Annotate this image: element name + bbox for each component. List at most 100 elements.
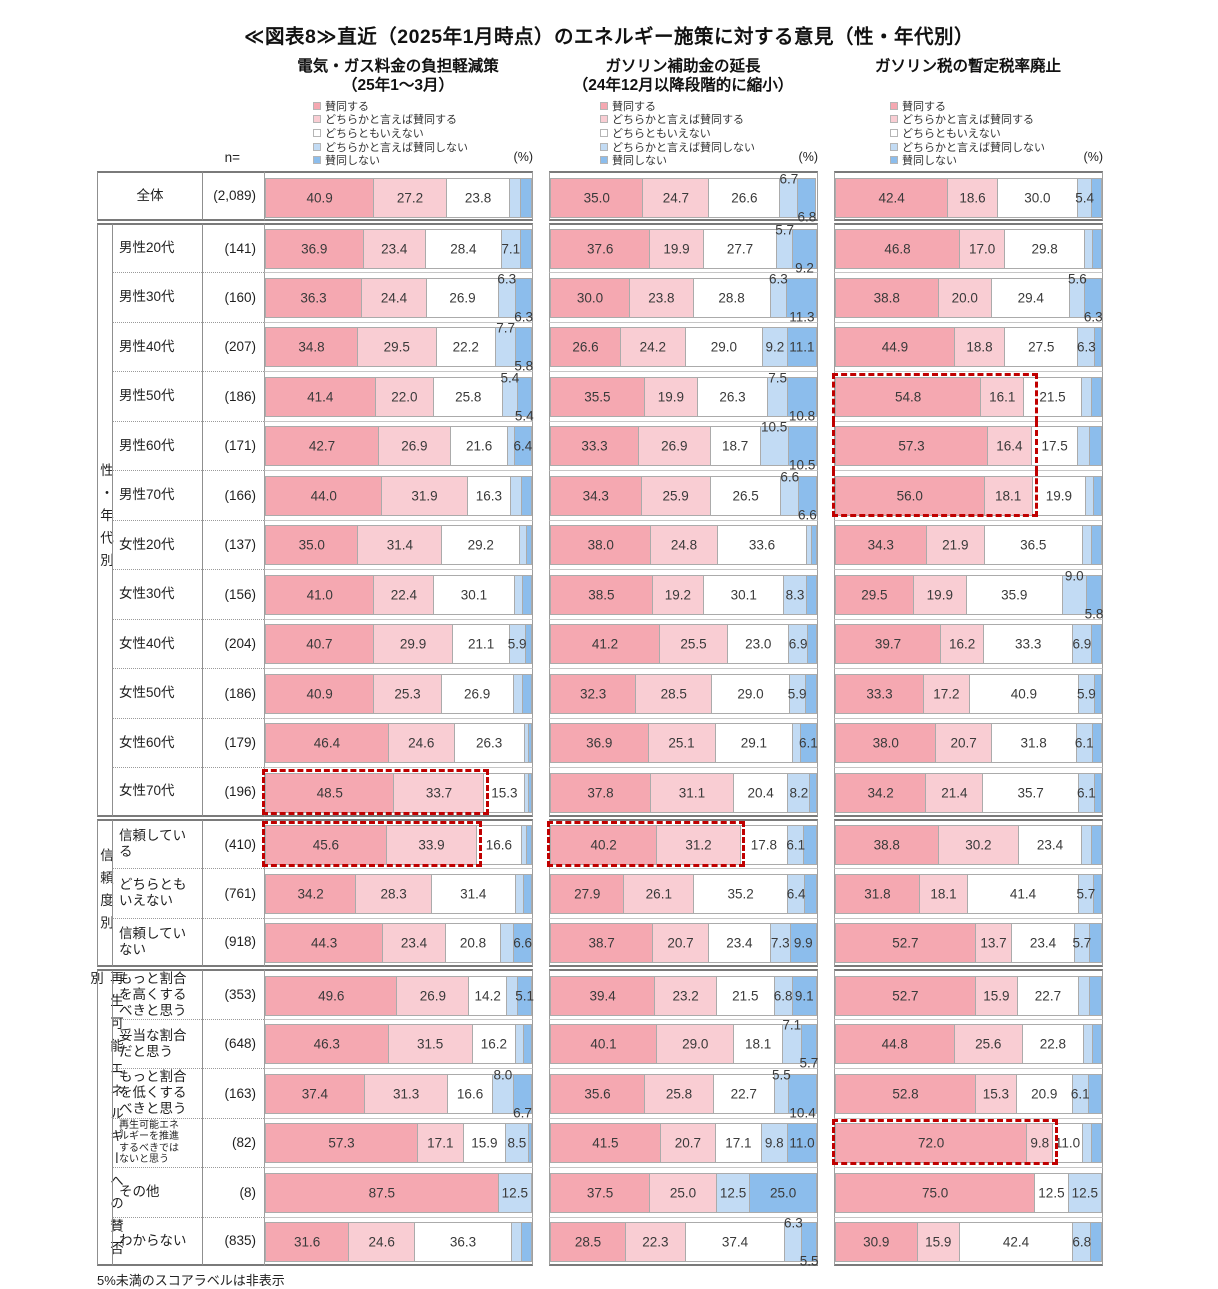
segment-value-label: 9.8 [1030, 1135, 1050, 1151]
segment-somewhat-agree: 29.0 [657, 1024, 735, 1064]
segment-value-label: 26.3 [476, 735, 503, 751]
bar-chart-cell-2: 34.3 25.9 26.5 6.6 6.6 [549, 469, 818, 522]
legend-item: どちらともいえない [890, 126, 1045, 140]
segment-agree: 57.3 [835, 426, 988, 466]
bar-chart-cell-1: 40.9 27.2 23.8 [264, 171, 533, 221]
segment-agree: 38.0 [835, 723, 937, 763]
segment-somewhat-disagree-legend-marker [890, 142, 898, 151]
segment-value-label: 56.0 [896, 488, 923, 503]
stacked-bar: 44.3 23.4 20.8 6.6 [265, 923, 532, 963]
segment-agree: 52.7 [835, 975, 976, 1016]
legend-item-label: どちらかと言えば賛同する [325, 114, 457, 127]
segment-neutral: 35.2 [694, 873, 789, 914]
segment-agree: 30.9 [835, 1222, 918, 1262]
segment-somewhat-disagree [507, 975, 519, 1016]
segment-disagree: 10.4 [789, 1073, 817, 1120]
bar-chart-cell-2: 28.5 22.3 37.4 6.3 5.5 [549, 1216, 819, 1269]
bar-chart-cell-3: 56.0 18.1 19.9 [832, 470, 1103, 520]
column-gap [533, 569, 549, 619]
segment-value-label: 6.1 [1074, 735, 1094, 751]
segment-value-label: 44.0 [310, 488, 337, 503]
segment-value-label: 75.0 [921, 1185, 949, 1200]
row-label: 妥当な割合だと思う [112, 1018, 202, 1068]
segment-somewhat-disagree: 6.8 [1072, 1222, 1092, 1262]
segment-value-label: 15.9 [983, 988, 1010, 1003]
segment-value-label: 26.6 [572, 339, 599, 355]
segment-somewhat-agree: 24.8 [651, 525, 718, 565]
row-n-value: (835) [202, 1216, 264, 1266]
segment-somewhat-agree: 23.8 [630, 277, 694, 318]
legend-item-label: 賛同しない [612, 155, 667, 168]
segment-agree: 31.6 [265, 1222, 350, 1262]
column-gap [818, 470, 834, 520]
segment-neutral: 23.4 [1012, 923, 1075, 963]
column-gap [533, 1118, 549, 1168]
segment-value-label: 39.4 [589, 988, 616, 1003]
stacked-bar: 41.4 22.0 25.8 5.4 5.4 [265, 370, 534, 423]
segment-disagree [526, 825, 532, 865]
segment-agree: 35.5 [550, 376, 645, 417]
segment-value-label: 12.5 [1038, 1185, 1065, 1200]
segment-value-label: 9.2 [795, 260, 814, 276]
segment-value-label: 37.8 [587, 785, 614, 800]
segment-value-label: 23.4 [726, 935, 753, 951]
segment-neutral: 23.0 [728, 624, 790, 664]
segment-agree: 48.5 [265, 772, 395, 813]
segment-value-label: 24.7 [662, 190, 690, 205]
segment-agree: 36.3 [265, 277, 362, 318]
segment-value-label: 31.6 [294, 1234, 321, 1250]
row-label: 女性70代 [112, 767, 202, 817]
stacked-bar: 56.0 18.1 19.9 [835, 475, 1102, 516]
segment-somewhat-disagree [525, 772, 529, 813]
segment-agree: 56.0 [835, 475, 985, 516]
stacked-bar: 41.0 22.4 30.1 [265, 574, 532, 615]
segment-value-label: 22.3 [642, 1234, 669, 1250]
bar-chart-cell-1: 42.7 26.9 21.6 6.4 [264, 420, 533, 470]
segment-value-label: 35.9 [1001, 587, 1028, 602]
segment-value-label: 6.1 [786, 837, 806, 853]
segment-value-label: 38.0 [587, 537, 614, 553]
segment-agree: 37.8 [550, 772, 651, 813]
segment-value-label: 25.0 [769, 1185, 797, 1200]
segment-value-label: 38.5 [588, 587, 615, 602]
segment-neutral: 23.4 [708, 923, 772, 963]
segment-neutral: 18.7 [710, 426, 761, 466]
row-n-value: (8) [202, 1167, 264, 1217]
segment-value-label: 34.2 [867, 785, 894, 800]
segment-neutral: 28.4 [425, 229, 502, 269]
segment-somewhat-agree: 25.0 [650, 1172, 717, 1213]
segment-somewhat-agree: 9.8 [1027, 1123, 1054, 1163]
segment-agree-legend-marker [890, 101, 898, 110]
segment-value-label: 28.8 [718, 290, 745, 305]
row-label: 男性30代 [112, 272, 202, 322]
segment-value-label: 20.7 [667, 935, 694, 951]
segment-agree: 27.9 [550, 873, 625, 914]
segment-value-label: 31.8 [864, 886, 891, 901]
segment-value-label: 7.1 [501, 241, 521, 257]
bar-chart-cell-2: 35.0 24.7 26.6 6.7 6.8 [549, 171, 818, 224]
segment-value-label: 29.9 [399, 636, 427, 652]
segment-neutral: 16.3 [467, 475, 512, 516]
segment-value-label: 35.5 [584, 389, 611, 404]
stacked-bar: 34.2 28.3 31.4 [265, 873, 532, 914]
legend-item: 賛同する [313, 99, 468, 113]
segment-value-label: 33.9 [418, 837, 445, 853]
segment-disagree [523, 873, 532, 914]
segment-somewhat-disagree: 10.5 [760, 420, 789, 466]
segment-value-label: 27.2 [396, 190, 424, 205]
segment-somewhat-disagree: 6.3 [769, 271, 788, 318]
segment-value-label: 38.7 [588, 935, 615, 951]
segment-somewhat-agree: 22.3 [626, 1222, 686, 1262]
table-section: 信頼度別 信頼している (410) 45.6 33.9 16.6 40.2 31.2 17.8 6… [97, 818, 1103, 967]
segment-somewhat-disagree [515, 1024, 524, 1064]
bar-chart-cell-2: 37.5 25.0 12.5 25.0 [549, 1167, 818, 1217]
stacked-bar: 44.0 31.9 16.3 [265, 475, 532, 516]
segment-value-label: 8.2 [789, 785, 809, 800]
segment-value-label: 27.7 [726, 241, 754, 257]
segment-value-label: 25.9 [662, 488, 689, 503]
segment-agree: 39.4 [550, 975, 656, 1016]
bar-chart-cell-2: 35.5 19.9 26.3 7.5 10.8 [549, 370, 818, 423]
stacked-bar: 40.1 29.0 18.1 7.1 5.7 [550, 1018, 818, 1071]
segment-somewhat-agree: 19.2 [652, 574, 705, 615]
segment-value-label: 22.2 [452, 339, 479, 355]
